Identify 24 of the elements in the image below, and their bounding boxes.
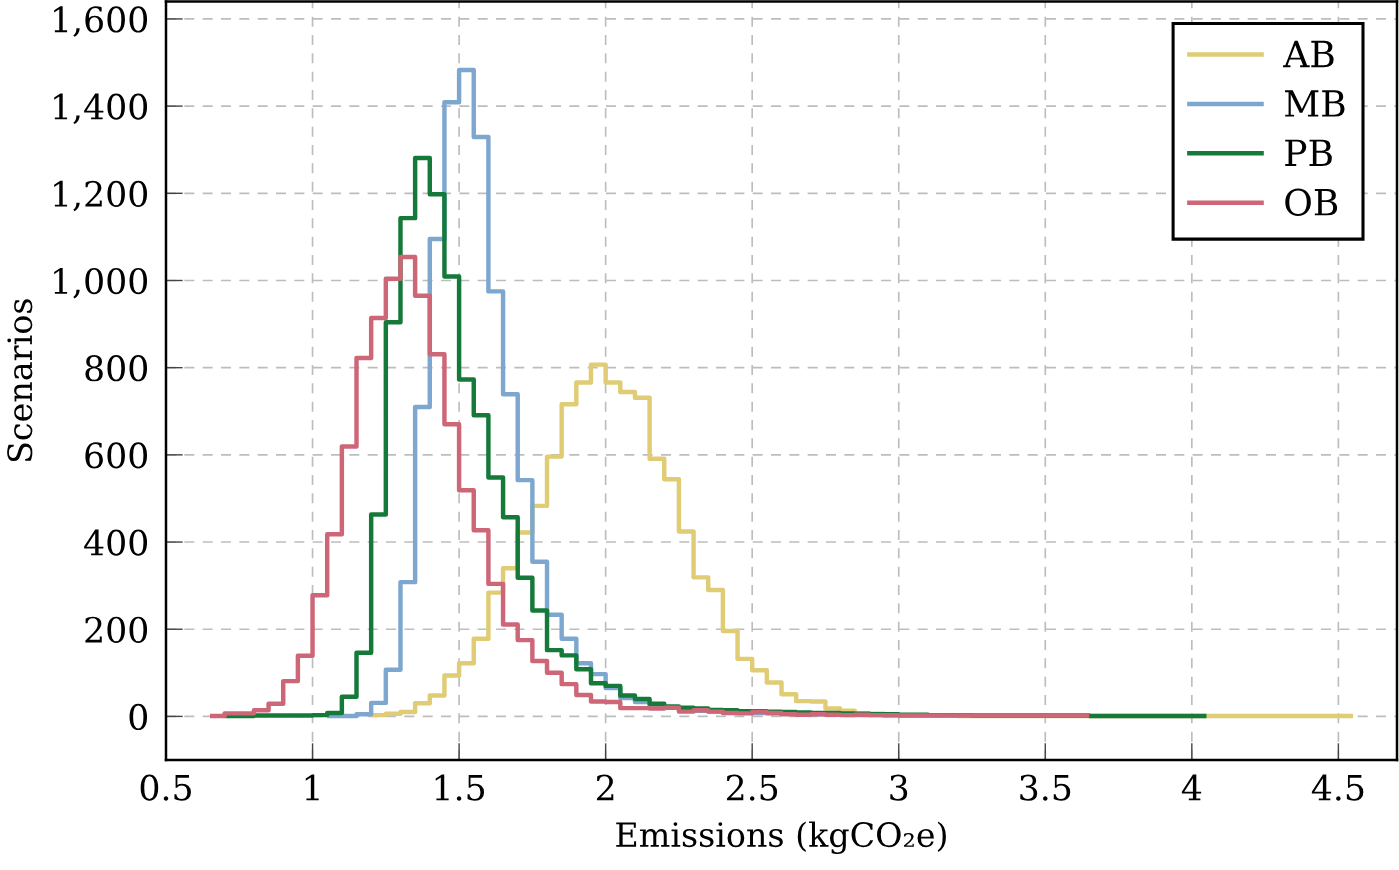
- y-axis-title: Scenarios: [7, 299, 33, 462]
- x-tick-label: 3: [890, 774, 908, 801]
- y-tick-label: 1,400: [54, 93, 148, 125]
- y-tick-label: 600: [85, 442, 148, 469]
- x-tick-label: 4.5: [1311, 774, 1364, 801]
- y-tick-label: 400: [84, 529, 148, 556]
- x-tick-label: 1: [305, 774, 319, 801]
- legend-label: PB: [1285, 139, 1332, 166]
- x-tick-label: 2.5: [726, 774, 778, 801]
- legend-label: AB: [1283, 40, 1334, 68]
- y-tick-label: 1,600: [54, 6, 148, 37]
- y-tick-label: 200: [85, 616, 148, 643]
- x-tick-label: 3.5: [1020, 774, 1071, 801]
- y-tick-label: 1,000: [54, 267, 148, 299]
- x-axis-title: Emissions (kgCO₂e): [616, 821, 946, 855]
- legend-label: OB: [1285, 188, 1338, 216]
- y-tick-label: 0: [129, 703, 148, 731]
- x-tick-label: 0.5: [140, 774, 191, 801]
- x-tick-label: 1.5: [435, 774, 485, 801]
- y-tick-label: 1,200: [54, 180, 148, 212]
- y-tick-label: 800: [85, 355, 148, 382]
- legend-label: MB: [1285, 90, 1345, 117]
- x-tick-label: 4: [1181, 774, 1202, 801]
- x-tick-label: 2: [596, 774, 614, 801]
